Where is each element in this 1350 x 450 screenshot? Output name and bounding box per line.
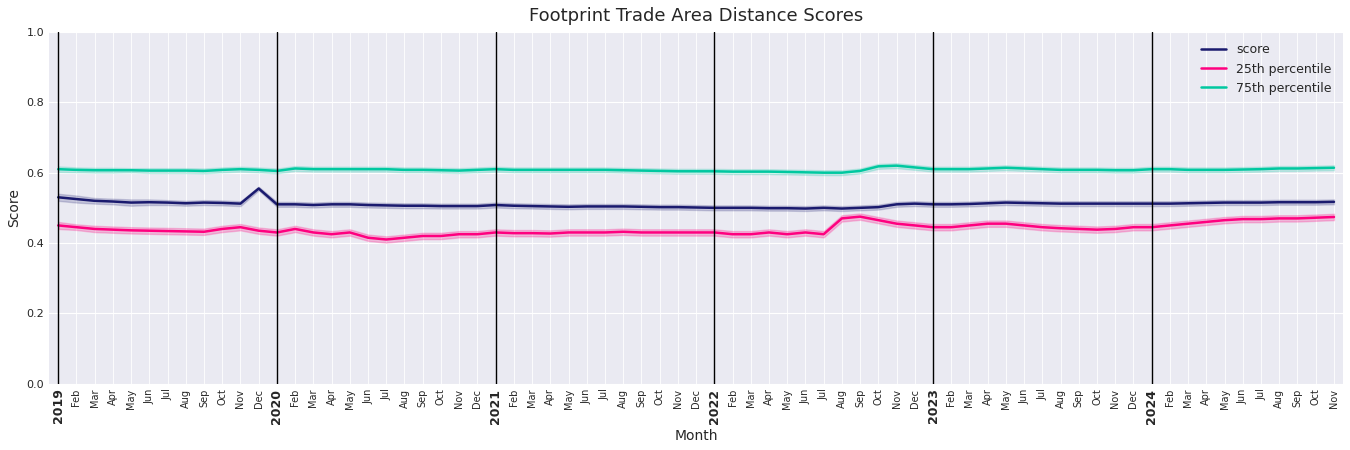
25th percentile: [1289, 216, 1305, 221]
75th percentile: [50, 166, 66, 172]
25th percentile: [1326, 214, 1342, 220]
75th percentile: [1289, 166, 1305, 171]
score: [251, 186, 267, 191]
Title: Footprint Trade Area Distance Scores: Footprint Trade Area Distance Scores: [529, 7, 863, 25]
25th percentile: [688, 230, 705, 235]
score: [852, 205, 868, 211]
Y-axis label: Score: Score: [7, 189, 22, 227]
25th percentile: [834, 216, 850, 221]
75th percentile: [1326, 165, 1342, 171]
25th percentile: [86, 226, 103, 232]
score: [688, 205, 705, 210]
Line: score: score: [58, 189, 1334, 208]
Line: 75th percentile: 75th percentile: [58, 166, 1334, 173]
score: [798, 206, 814, 211]
75th percentile: [670, 169, 686, 174]
score: [1289, 199, 1305, 205]
score: [86, 198, 103, 203]
25th percentile: [1235, 216, 1251, 222]
75th percentile: [834, 170, 850, 176]
Line: 25th percentile: 25th percentile: [58, 216, 1334, 239]
X-axis label: Month: Month: [675, 429, 718, 443]
25th percentile: [50, 223, 66, 228]
75th percentile: [232, 166, 248, 172]
75th percentile: [888, 163, 905, 168]
75th percentile: [815, 170, 832, 176]
score: [1326, 199, 1342, 205]
75th percentile: [1235, 167, 1251, 172]
score: [1235, 200, 1251, 205]
25th percentile: [852, 214, 868, 219]
score: [50, 194, 66, 200]
score: [232, 201, 248, 207]
25th percentile: [232, 225, 248, 230]
75th percentile: [86, 167, 103, 173]
Legend: score, 25th percentile, 75th percentile: score, 25th percentile, 75th percentile: [1196, 38, 1336, 100]
25th percentile: [378, 237, 394, 242]
